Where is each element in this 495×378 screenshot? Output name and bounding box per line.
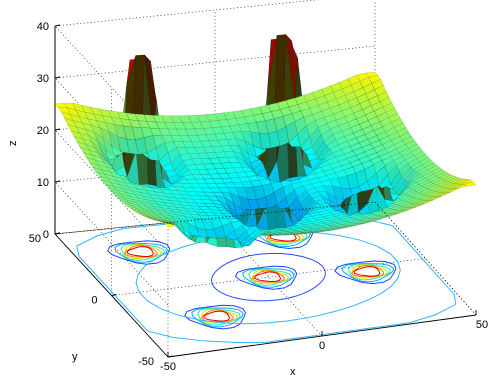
- contour-ring: [353, 266, 381, 277]
- contour-ring: [210, 252, 326, 302]
- contour-ring: [254, 271, 282, 283]
- z-tick-label: 40: [37, 21, 49, 33]
- contour-ring: [234, 265, 298, 290]
- x-gridline: [214, 10, 323, 337]
- y-tick-mark: [167, 355, 174, 358]
- contour-ring: [124, 244, 158, 258]
- y-tick-label: -50: [138, 356, 154, 368]
- contour-ring: [201, 309, 234, 323]
- axes-grid: [54, 0, 477, 358]
- z-tick-label: 10: [37, 177, 49, 189]
- x-tick-label: -50: [160, 361, 176, 373]
- x-axis-label: x: [290, 366, 296, 378]
- contour-ring: [126, 246, 154, 257]
- z-tick-mark: [54, 180, 61, 183]
- y-tick-label: 0: [91, 295, 97, 307]
- y-tick-mark: [54, 232, 61, 235]
- contour-ring: [242, 268, 295, 288]
- z-tick-label: 30: [37, 73, 49, 85]
- surface-mesh: [54, 33, 477, 249]
- z-tick-mark: [54, 24, 61, 27]
- y-tick-mark: [111, 294, 117, 296]
- z-tick-mark: [54, 128, 61, 131]
- z-tick-label: 0: [43, 229, 49, 241]
- contour-ring: [341, 263, 395, 283]
- z-tick-mark: [54, 76, 61, 79]
- contour-ring: [351, 265, 385, 278]
- z-axis-label: z: [7, 141, 19, 147]
- contour-ring: [252, 270, 285, 283]
- x-tick-label: 0: [319, 340, 325, 352]
- z-tick-label: 20: [37, 125, 49, 137]
- contour-ring: [203, 310, 231, 322]
- y-gridline: [111, 87, 426, 296]
- y-axis-label: y: [72, 351, 78, 363]
- x-tick-label: 50: [476, 319, 488, 331]
- y-tick-label: 50: [29, 233, 41, 245]
- contour-ring: [334, 260, 397, 285]
- surface-patch: [365, 71, 379, 78]
- contour-ring: [107, 240, 171, 265]
- axis-line: [374, 201, 477, 316]
